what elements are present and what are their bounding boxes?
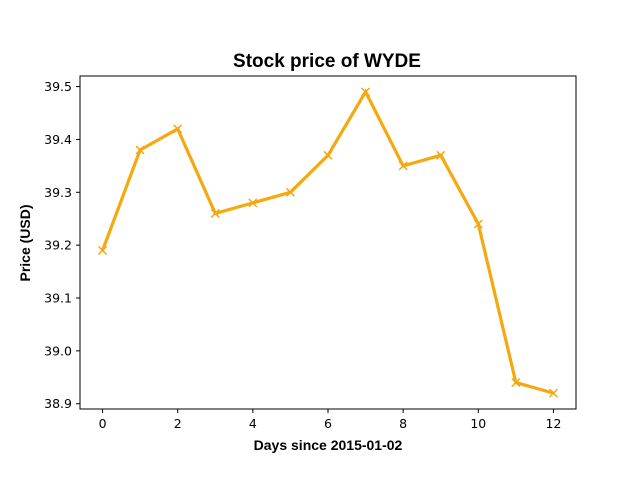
data-point-marker: [173, 124, 183, 134]
y-tick-label: 39.3: [44, 185, 72, 200]
data-point-marker: [436, 150, 446, 160]
data-point-marker: [511, 378, 521, 388]
data-point-marker: [285, 187, 295, 197]
x-axis-ticks: 0 2 4 6 8 10 12: [99, 409, 562, 431]
y-tick-label: 39.4: [44, 132, 72, 147]
series-line: [101, 88, 554, 395]
data-series: [98, 87, 558, 398]
y-axis-label: Price (USD): [17, 204, 33, 281]
y-tick-label: 39.0: [44, 343, 72, 358]
x-tick-label: 0: [99, 416, 107, 431]
x-tick-label: 4: [249, 416, 257, 431]
x-tick-label: 6: [324, 416, 332, 431]
data-point-marker: [548, 388, 558, 398]
y-tick-label: 39.5: [44, 79, 72, 94]
chart-title: Stock price of WYDE: [233, 51, 421, 72]
data-point-marker: [98, 245, 108, 255]
y-axis-ticks: 38.9 39.0 39.1 39.2 39.3 39.4 39.5: [44, 79, 80, 411]
data-point-marker: [398, 161, 408, 171]
x-tick-label: 8: [399, 416, 407, 431]
x-axis-label: Days since 2015-01-02: [254, 437, 403, 453]
plot-frame: [79, 75, 577, 410]
data-point-marker: [248, 198, 258, 208]
plot-area: 0 2 4 6 8 10 12 38.9 39.0 39.1 39.2 39.3 39.4 39.5: [44, 75, 577, 431]
x-tick-label: 2: [174, 416, 182, 431]
y-tick-label: 38.9: [44, 396, 72, 411]
data-point-marker: [473, 219, 483, 229]
data-point-marker: [210, 208, 220, 218]
data-point-marker: [361, 87, 371, 97]
y-tick-label: 39.1: [44, 291, 72, 306]
data-point-marker: [135, 145, 145, 155]
x-tick-label: 10: [470, 416, 486, 431]
data-point-marker: [323, 150, 333, 160]
x-tick-label: 12: [546, 416, 562, 431]
y-tick-label: 39.2: [44, 238, 72, 253]
